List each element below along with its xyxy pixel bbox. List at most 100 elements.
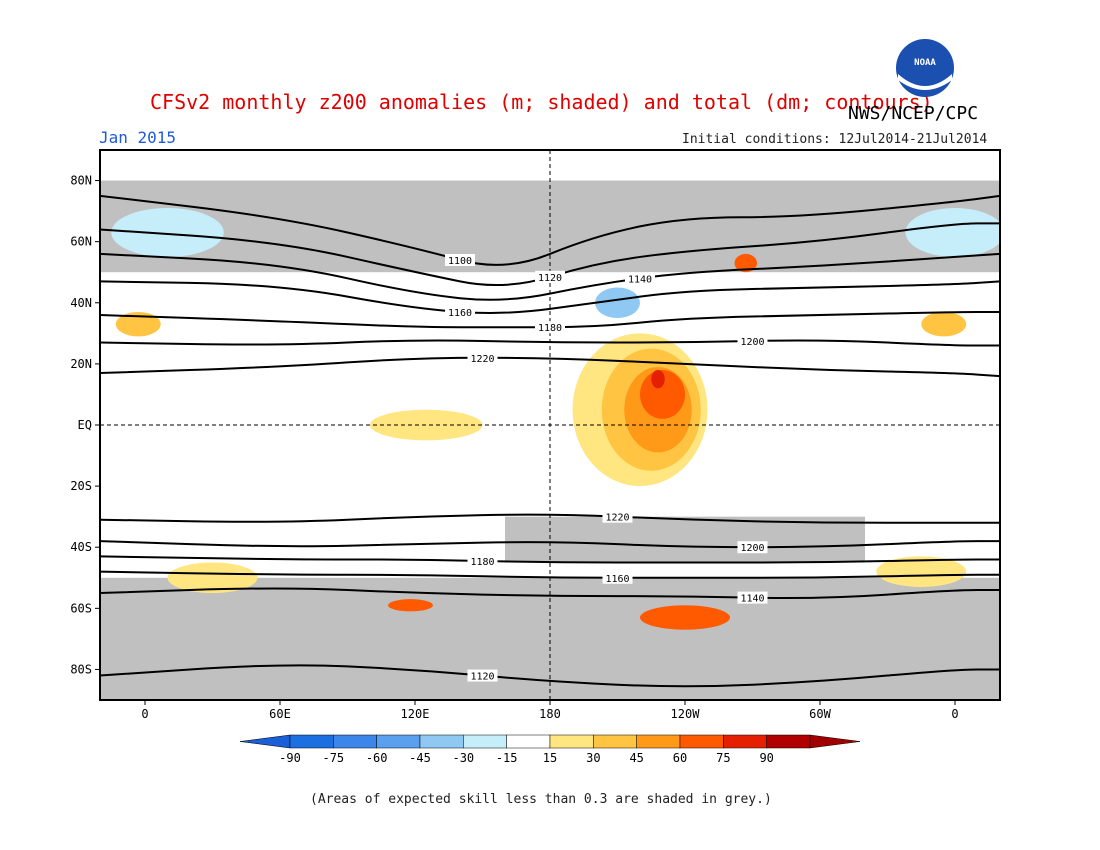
colorbar-tick-label: 75 xyxy=(716,751,730,765)
agency-label: NWS/NCEP/CPC xyxy=(848,103,979,124)
contour-label-bg xyxy=(737,541,768,554)
contour-label-bg xyxy=(445,254,475,266)
colorbar-tick-label: -75 xyxy=(322,751,344,765)
colorbar-tick-label: 30 xyxy=(586,751,600,765)
colorbar-swatch xyxy=(679,734,724,749)
chart-title: CFSv2 monthly z200 anomalies (m; shaded)… xyxy=(150,90,933,114)
noaa-logo-text: NOAA xyxy=(914,58,936,68)
colorbar-tick-label: -30 xyxy=(452,751,474,765)
anomaly-shade xyxy=(167,562,258,594)
contour-label-bg xyxy=(737,334,768,347)
colorbar-tick-label: 15 xyxy=(543,751,557,765)
height-contour xyxy=(100,194,1000,266)
colorbar-tick-label: -90 xyxy=(279,751,301,765)
colorbar-tick-label: -60 xyxy=(366,751,388,765)
noaa-logo-icon xyxy=(896,39,954,97)
contour-label: 1180 xyxy=(470,557,494,568)
lat-label: 80N xyxy=(70,174,92,188)
lat-label: 60N xyxy=(70,235,92,249)
colorbar-swatch xyxy=(723,734,767,749)
anomaly-shade xyxy=(640,370,685,419)
colorbar-tick-label: 60 xyxy=(673,751,687,765)
height-contour xyxy=(100,555,1000,564)
contour-label-bg xyxy=(737,591,768,604)
contour-label: 1120 xyxy=(470,672,494,683)
height-contour xyxy=(100,339,1000,347)
lon-label: 60E xyxy=(269,707,291,721)
anomaly-shade xyxy=(734,253,757,273)
colorbar-swatch xyxy=(333,734,377,749)
anomaly-shade xyxy=(595,287,640,319)
lat-label: 20N xyxy=(70,357,92,371)
lon-label: 60W xyxy=(809,707,831,721)
anomaly-shade xyxy=(640,605,730,630)
contour-label: 1140 xyxy=(628,274,652,285)
lat-label: 40N xyxy=(70,296,92,310)
anomaly-shade xyxy=(876,556,967,587)
colorbar-tick-label: -45 xyxy=(409,751,431,765)
contour-label-bg xyxy=(535,270,565,283)
colorbar-swatch xyxy=(506,734,551,749)
colorbar-swatch xyxy=(636,734,681,749)
lat-label: 40S xyxy=(70,540,92,554)
lon-label: 120W xyxy=(671,707,701,721)
contour-label-bg xyxy=(602,510,633,523)
colorbar-tick-label: -15 xyxy=(496,751,518,765)
contour-label: 1200 xyxy=(740,543,764,554)
height-contour xyxy=(100,513,1000,524)
height-contour xyxy=(100,252,1000,301)
anomaly-shade xyxy=(905,208,1000,257)
lon-label: 180 xyxy=(539,707,561,721)
anomaly-shade xyxy=(115,311,161,337)
contour-label: 1140 xyxy=(740,594,764,605)
colorbar-tick-label: 90 xyxy=(759,751,773,765)
lat-label: 80S xyxy=(70,662,92,676)
contour-label-bg xyxy=(602,571,633,584)
colorbar-arrow-left xyxy=(239,734,291,749)
colorbar-swatch xyxy=(419,734,464,749)
noaa-logo-wave-icon xyxy=(898,74,952,90)
anomaly-shade xyxy=(921,311,967,337)
anomaly-shade xyxy=(388,599,433,612)
contour-label: 1220 xyxy=(470,354,494,365)
colorbar-tick-label: 45 xyxy=(629,751,643,765)
contour-label: 1100 xyxy=(448,256,472,267)
height-contour xyxy=(100,587,1000,600)
lon-label: 0 xyxy=(951,707,958,721)
month-label: Jan 2015 xyxy=(99,128,177,147)
colorbar-swatch xyxy=(593,734,637,749)
initial-conditions-label: Initial conditions: 12Jul2014-21Jul2014 xyxy=(682,132,988,147)
height-contour xyxy=(100,540,1000,549)
lon-label: 120E xyxy=(401,707,430,721)
colorbar-swatch xyxy=(289,734,334,749)
contour-label-bg xyxy=(467,669,498,682)
height-contour xyxy=(100,280,1000,314)
lat-label: EQ xyxy=(78,418,92,432)
colorbar-arrow-right xyxy=(809,734,861,749)
contour-label-bg xyxy=(445,305,475,318)
contour-label-bg xyxy=(467,351,498,364)
plot-layer: 1100 1120 1140 1160 1180 1200 1220 1220 1200 1180… xyxy=(100,150,1000,700)
height-contour xyxy=(100,664,1000,688)
lat-label: 60S xyxy=(70,601,92,615)
colorbar-swatch xyxy=(463,734,507,749)
contour-label-bg xyxy=(467,554,498,567)
colorbar-swatch xyxy=(376,734,421,749)
contour-label: 1220 xyxy=(605,513,629,524)
height-contour xyxy=(100,570,1000,579)
contour-label-bg xyxy=(535,321,565,334)
contour-label: 1180 xyxy=(538,323,562,334)
contour-label: 1200 xyxy=(740,337,764,348)
anomaly-shade xyxy=(865,351,1000,377)
colorbar-swatch xyxy=(549,734,594,749)
colorbar-swatch xyxy=(766,734,811,749)
contour-label: 1120 xyxy=(538,273,562,284)
lon-label: 0 xyxy=(141,707,148,721)
contour-label-bg xyxy=(625,272,655,285)
anomaly-shade xyxy=(370,409,483,441)
anomaly-shade xyxy=(111,208,224,257)
low-skill-region xyxy=(505,516,865,563)
contour-label: 1160 xyxy=(448,308,472,319)
contour-label: 1160 xyxy=(605,574,629,585)
